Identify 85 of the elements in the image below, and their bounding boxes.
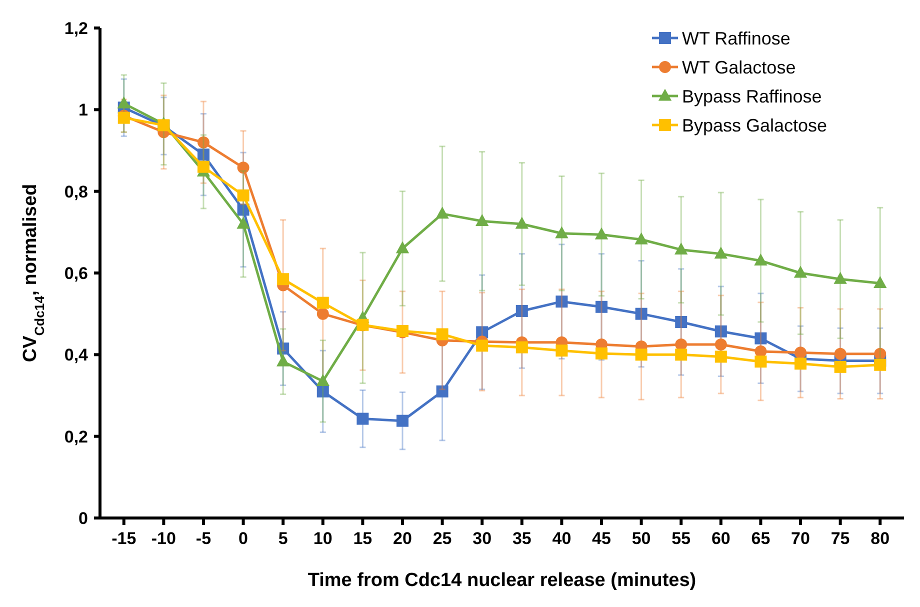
y-tick-label: 1,2 — [64, 18, 88, 38]
x-tick-label: -10 — [151, 529, 176, 548]
x-tick-label: 55 — [672, 529, 691, 548]
point — [436, 206, 449, 219]
point — [237, 162, 250, 174]
x-tick-label: 25 — [432, 529, 452, 548]
point — [237, 204, 250, 216]
point — [794, 266, 808, 278]
point — [197, 148, 210, 161]
x-tick-label: 65 — [751, 529, 770, 548]
x-tick-label: 60 — [711, 529, 730, 548]
point — [476, 340, 488, 352]
point — [635, 348, 648, 361]
x-tick-label: 20 — [393, 529, 412, 548]
point — [316, 308, 329, 320]
legend-label: Bypass Raffinose — [682, 86, 822, 106]
y-tick-label: 0 — [78, 508, 88, 528]
point — [794, 346, 807, 359]
point — [754, 332, 767, 344]
point — [754, 356, 767, 368]
point — [556, 296, 568, 308]
point — [316, 385, 329, 398]
point — [236, 216, 250, 229]
point — [874, 348, 886, 360]
point — [675, 348, 688, 361]
point — [714, 350, 727, 363]
y-tick-label: 0,6 — [64, 264, 88, 283]
point — [834, 272, 847, 284]
point — [714, 246, 728, 259]
x-tick-label: 10 — [313, 529, 332, 548]
x-tick-label: 50 — [632, 529, 651, 548]
x-tick-label: 0 — [238, 529, 248, 548]
point — [874, 358, 886, 371]
point — [356, 412, 369, 425]
legend-label: WT Galactose — [682, 57, 796, 78]
x-axis-title: Time from Cdc14 nuclear release (minutes) — [308, 570, 696, 591]
legend-label: Bypass Galactose — [682, 115, 828, 136]
x-tick-label: -15 — [112, 529, 136, 548]
point — [197, 136, 210, 148]
point — [277, 273, 290, 286]
point — [237, 189, 250, 202]
x-tick-label: 45 — [592, 529, 611, 548]
point — [556, 344, 568, 357]
point — [515, 216, 528, 229]
point — [396, 241, 410, 254]
point — [316, 296, 329, 309]
point — [754, 254, 768, 266]
x-tick-label: 5 — [278, 529, 288, 548]
x-tick-label: 35 — [512, 529, 532, 548]
y-tick-label: 1 — [78, 100, 88, 120]
point — [834, 360, 846, 373]
x-tick-label: 30 — [472, 529, 492, 548]
point — [476, 214, 489, 226]
x-tick-label: 75 — [830, 529, 850, 548]
point — [436, 385, 448, 398]
point — [594, 227, 608, 240]
point — [596, 347, 608, 360]
point — [874, 276, 887, 288]
legend-label: WT Raffinose — [682, 28, 790, 48]
point — [117, 96, 130, 108]
point — [555, 226, 568, 238]
point — [197, 160, 210, 173]
point — [675, 316, 688, 328]
point — [714, 325, 727, 338]
y-tick-label: 0,8 — [64, 182, 88, 202]
x-tick-label: 15 — [353, 529, 372, 548]
point — [436, 328, 448, 340]
x-tick-label: 40 — [552, 529, 572, 548]
x-tick-label: 70 — [791, 529, 810, 548]
point — [516, 341, 528, 354]
point — [794, 358, 807, 370]
point — [674, 242, 688, 255]
point — [396, 414, 408, 427]
point — [714, 338, 727, 350]
point — [276, 354, 290, 366]
y-tick-label: 0,4 — [64, 346, 89, 365]
point — [596, 300, 608, 313]
point — [834, 348, 846, 360]
point — [634, 232, 648, 244]
x-tick-label: -5 — [196, 529, 212, 548]
point — [516, 304, 528, 317]
y-tick-label: 0,2 — [64, 427, 88, 446]
point — [635, 308, 648, 320]
x-tick-label: 80 — [870, 529, 890, 548]
point — [316, 374, 330, 386]
